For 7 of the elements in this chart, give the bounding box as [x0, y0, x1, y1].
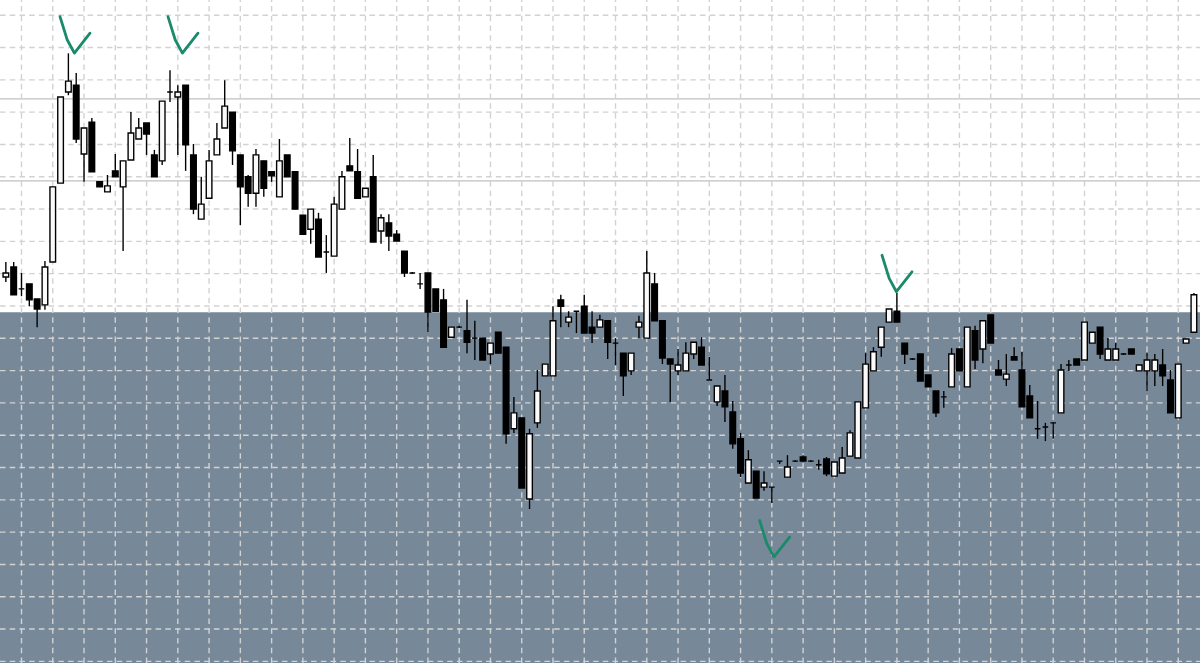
candlestick [901, 342, 909, 365]
candlestick [557, 294, 565, 328]
candlestick [783, 454, 791, 478]
candlestick [213, 122, 221, 156]
candlestick [1010, 346, 1018, 361]
candlestick [877, 326, 885, 358]
candlestick [932, 390, 940, 418]
